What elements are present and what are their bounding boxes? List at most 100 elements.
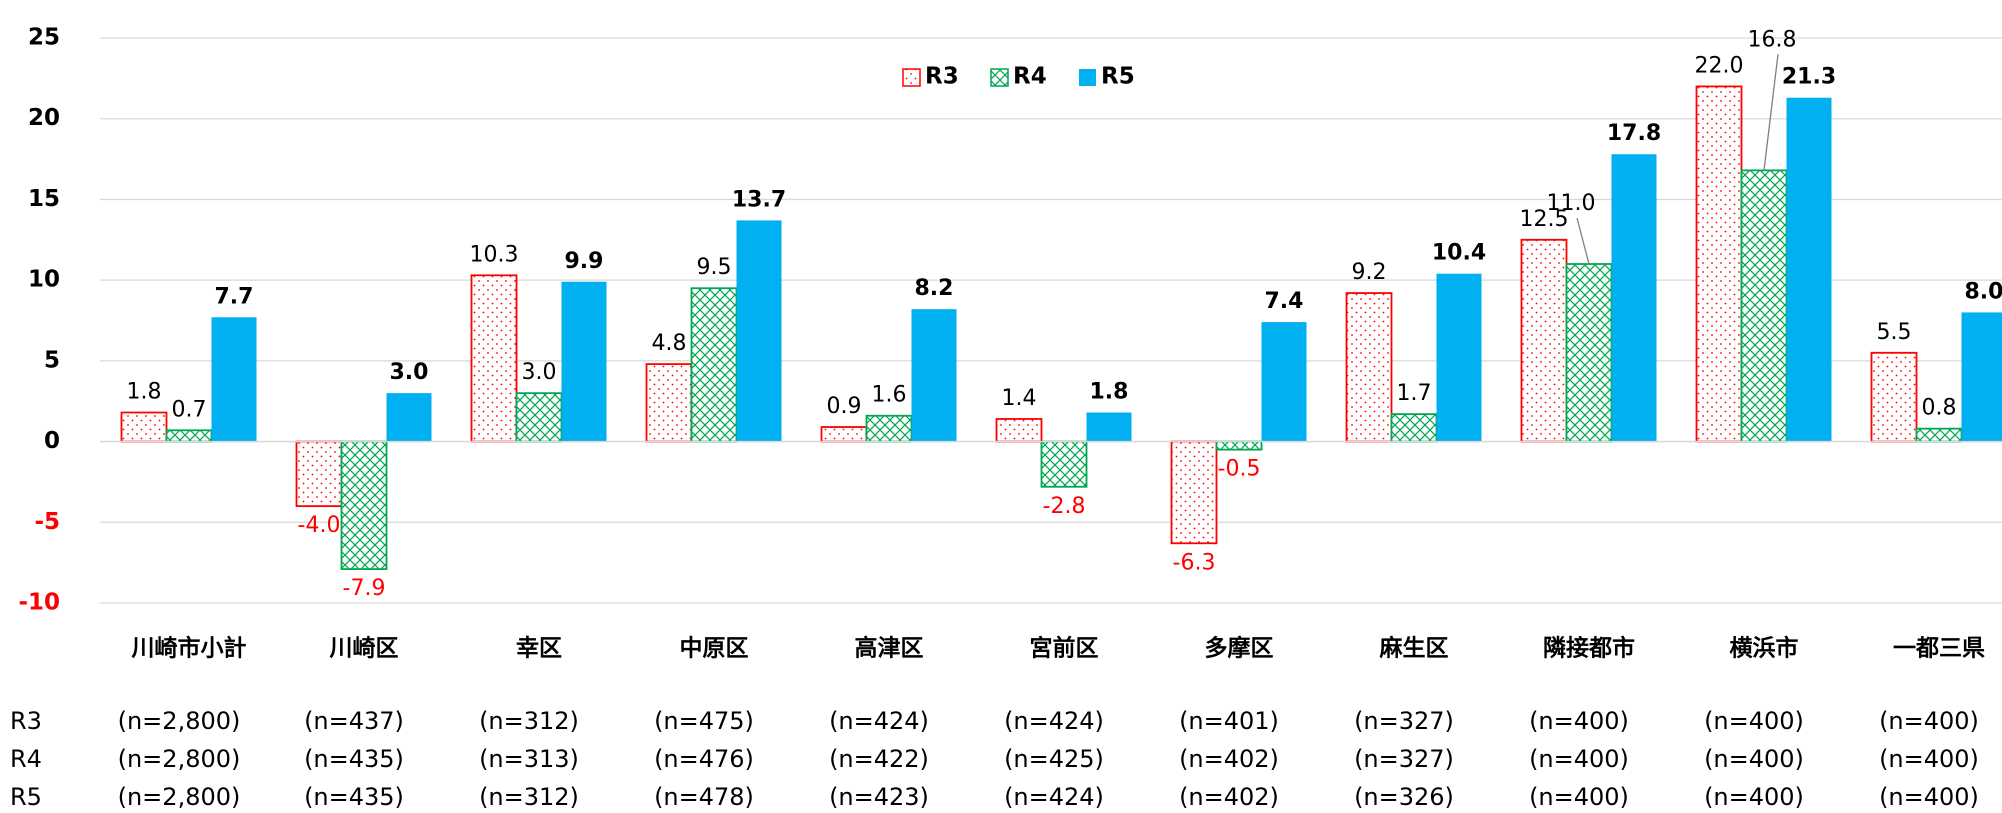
x-tick-label: 中原区 [680,636,749,662]
bar [1040,440,1088,488]
bar [1215,440,1263,451]
data-label: -0.5 [1218,457,1261,482]
sample-size: (n=475) [654,707,754,735]
data-label: 16.8 [1748,27,1797,52]
bar [1390,413,1438,443]
bar [820,426,868,443]
data-label: 10.4 [1432,241,1486,266]
bar [1870,351,1918,443]
data-label: 9.5 [697,255,732,280]
legend-swatch [990,68,1009,87]
legend-swatch [1079,69,1096,86]
y-tick-label: 10 [28,267,60,293]
data-label: 13.7 [732,187,786,212]
data-label: 3.0 [390,360,429,385]
data-label: 17.8 [1607,121,1661,146]
bar [645,363,693,443]
x-tick-label: 多摩区 [1205,635,1274,662]
bar [865,414,913,443]
y-tick-label: 25 [28,25,60,51]
bar [1786,97,1832,442]
x-tick-label: 宮前区 [1030,635,1099,662]
data-label: 0.8 [1922,396,1957,421]
data-label: -7.9 [343,576,386,601]
data-label: -6.3 [1173,550,1216,575]
sample-size: (n=312) [479,783,579,811]
data-label: 12.5 [1520,207,1569,232]
data-label: 5.5 [1877,320,1912,345]
bar [736,220,782,442]
y-tick-label: -5 [34,509,60,535]
sample-size: (n=326) [1354,783,1454,811]
sample-size: (n=402) [1179,745,1279,773]
sample-size: (n=423) [829,783,929,811]
data-label: 7.7 [215,284,254,309]
x-tick-label: 麻生区 [1379,635,1449,662]
sample-size: (n=400) [1879,783,1979,811]
sample-size: (n=400) [1529,707,1629,735]
data-label: 1.8 [127,380,162,405]
sample-size: (n=400) [1704,707,1804,735]
sample-size: (n=424) [1004,707,1104,735]
bar [340,440,388,571]
sample-size: (n=400) [1529,745,1629,773]
bar [1436,273,1482,442]
bar [911,309,957,442]
bar [1695,85,1743,443]
x-tick-label: 川崎市小計 [132,635,247,662]
row-label: R3 [10,707,42,735]
bar [1086,412,1132,442]
x-tick-label: 川崎区 [330,636,399,662]
x-tick-label: 高津区 [855,635,924,662]
bar [1740,169,1788,443]
sample-size: (n=425) [1004,745,1104,773]
x-tick-label: 幸区 [516,636,562,662]
data-label: 9.2 [1352,260,1387,285]
x-tick-label: 隣接都市 [1543,635,1635,662]
sample-size: (n=424) [1004,783,1104,811]
sample-size: (n=435) [304,783,404,811]
data-label: 22.0 [1695,53,1744,78]
sample-size: (n=424) [829,707,929,735]
bar [1611,154,1657,442]
data-label: -2.8 [1043,494,1086,519]
sample-size: (n=312) [479,707,579,735]
data-label: 1.4 [1002,386,1037,411]
sample-size: (n=2,800) [118,745,241,773]
y-tick-label: 0 [44,428,60,454]
bar [1261,322,1307,442]
legend-swatch [902,68,921,87]
sample-size: (n=400) [1529,783,1629,811]
data-label: 8.2 [915,276,954,301]
sample-size: (n=2,800) [118,783,241,811]
data-label: 8.0 [1965,279,2002,304]
bar [1915,427,1963,443]
bar [1345,292,1393,443]
row-label: R4 [10,745,42,773]
sample-size: (n=478) [654,783,754,811]
data-label: 0.7 [172,397,207,422]
bar [165,429,213,443]
data-label: 21.3 [1782,65,1836,90]
leader-line [1763,54,1779,171]
bar [1961,312,2002,442]
sample-size: (n=400) [1704,745,1804,773]
data-label: 1.8 [1090,380,1129,405]
sample-size: (n=327) [1354,707,1454,735]
legend-label: R5 [1101,64,1135,90]
bar [1565,263,1613,443]
bar [561,281,607,442]
data-label: 11.0 [1547,191,1596,216]
sample-size: (n=422) [829,745,929,773]
sample-size: (n=313) [479,745,579,773]
sample-size: (n=400) [1879,707,1979,735]
sample-size: (n=401) [1179,707,1279,735]
sample-size: (n=476) [654,745,754,773]
leader-line [1576,217,1590,265]
legend-label: R4 [1013,64,1047,90]
y-tick-label: 20 [28,105,60,131]
data-label: 0.9 [827,394,862,419]
row-label: R5 [10,783,42,811]
data-label: 7.4 [1265,289,1304,314]
